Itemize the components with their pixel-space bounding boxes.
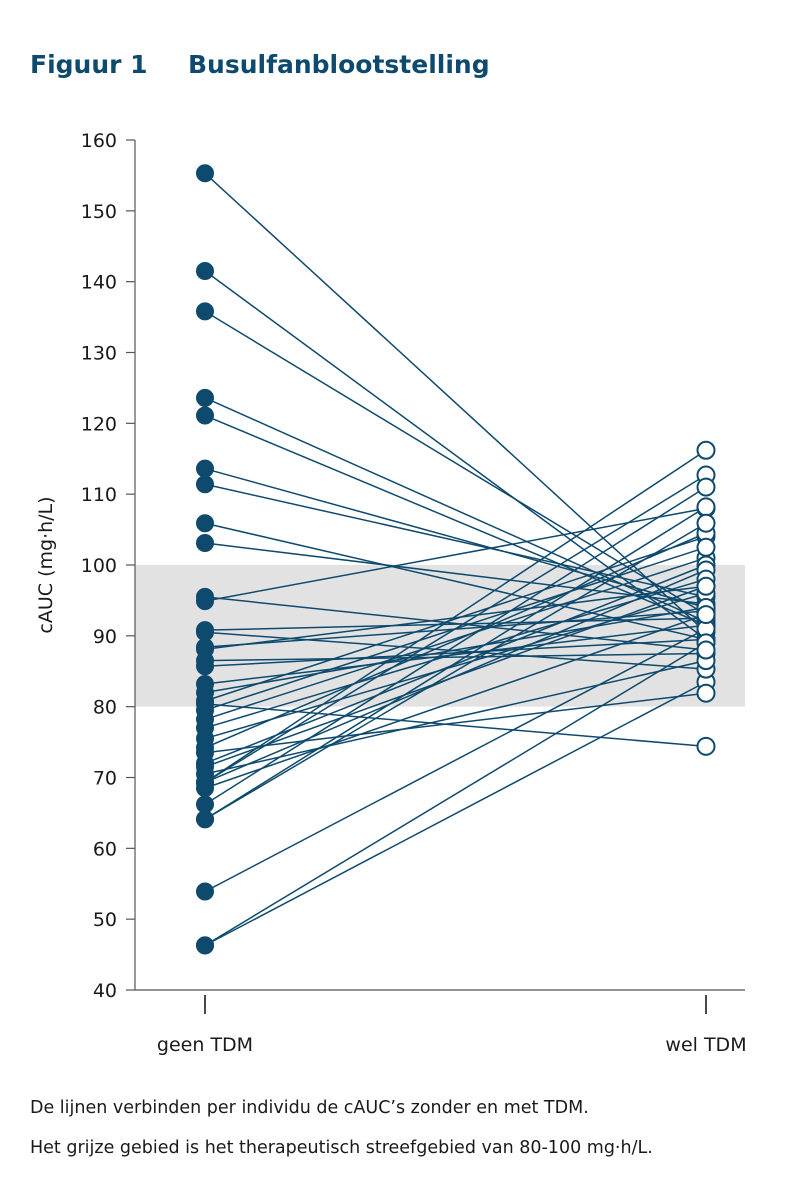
point-geen-tdm xyxy=(196,683,214,702)
point-wel-tdm xyxy=(696,477,716,497)
point-wel-tdm xyxy=(696,537,716,557)
point-wel-tdm xyxy=(696,576,716,596)
y-tick-label: 150 xyxy=(81,201,117,223)
point-geen-tdm xyxy=(196,882,214,901)
point-geen-tdm xyxy=(196,514,214,533)
connector-line xyxy=(204,507,707,602)
point-wel-tdm xyxy=(696,440,716,460)
lines-layer xyxy=(204,172,707,947)
connector-line xyxy=(204,703,707,748)
y-tick-label: 160 xyxy=(81,130,117,152)
point-wel-tdm xyxy=(696,640,716,660)
connector-line xyxy=(204,535,707,702)
point-wel-tdm xyxy=(696,605,716,625)
y-tick-label: 60 xyxy=(93,838,117,860)
point-geen-tdm xyxy=(196,534,214,553)
caption-line-1: De lijnen verbinden per individu de cAUC… xyxy=(30,1098,589,1118)
connector-line xyxy=(204,692,707,754)
points-layer xyxy=(196,164,716,955)
connector-line xyxy=(204,546,707,711)
connector-line xyxy=(204,642,707,947)
connector-line xyxy=(204,564,707,765)
connector-line xyxy=(204,659,707,775)
connector-line xyxy=(204,486,707,806)
point-geen-tdm xyxy=(196,164,214,183)
connector-line xyxy=(204,585,707,768)
connector-line xyxy=(204,596,707,651)
connector-line xyxy=(204,592,707,740)
connector-line xyxy=(204,522,707,820)
x-tick-label: wel TDM xyxy=(665,1034,746,1056)
point-geen-tdm xyxy=(196,406,214,425)
point-wel-tdm xyxy=(696,497,716,517)
figure-title: Busulfanblootstelling xyxy=(188,50,490,79)
point-geen-tdm xyxy=(196,459,214,478)
y-tick-label: 90 xyxy=(93,626,117,648)
connector-line xyxy=(204,681,707,947)
caption-line-2: Het grijze gebied is het therapeutisch s… xyxy=(30,1138,653,1158)
point-geen-tdm xyxy=(196,779,214,798)
point-geen-tdm xyxy=(196,757,214,776)
y-tick-label: 40 xyxy=(93,980,117,1002)
x-tick-label: geen TDM xyxy=(157,1034,253,1056)
connector-line xyxy=(204,414,707,626)
connector-line xyxy=(204,613,707,789)
connector-line xyxy=(204,606,707,694)
point-geen-tdm xyxy=(196,701,214,720)
connector-line xyxy=(204,542,707,605)
point-wel-tdm xyxy=(696,683,716,703)
y-tick-label: 130 xyxy=(81,343,117,365)
connector-line xyxy=(204,578,707,729)
figure-label: Figuur 1 xyxy=(30,50,148,79)
y-tick-label: 100 xyxy=(81,555,117,577)
point-geen-tdm xyxy=(196,651,214,670)
connector-line xyxy=(204,652,707,662)
connector-line xyxy=(204,628,707,893)
point-wel-tdm xyxy=(696,513,716,533)
point-wel-tdm xyxy=(696,736,716,756)
y-tick-label: 50 xyxy=(93,909,117,931)
chart: 40 50 60 70 80 90 100 110 120 130 140 150 160 geen TD… xyxy=(35,130,747,1056)
point-geen-tdm xyxy=(196,587,214,606)
point-geen-tdm xyxy=(196,302,214,321)
point-geen-tdm xyxy=(196,388,214,407)
connector-line xyxy=(204,172,707,633)
y-tick-label: 80 xyxy=(93,697,117,719)
connector-line xyxy=(204,449,707,784)
connector-line xyxy=(204,557,707,721)
point-geen-tdm xyxy=(196,810,214,829)
y-axis-title: cAUC (mg·h/L) xyxy=(35,496,57,633)
point-geen-tdm xyxy=(196,718,214,737)
y-tick-label: 70 xyxy=(93,768,117,790)
y-tick-label: 120 xyxy=(81,413,117,435)
point-geen-tdm xyxy=(196,936,214,955)
y-tick-label: 140 xyxy=(81,272,117,294)
connector-line xyxy=(204,532,707,749)
point-geen-tdm xyxy=(196,475,214,494)
point-geen-tdm xyxy=(196,623,214,642)
point-geen-tdm xyxy=(196,262,214,281)
connector-line xyxy=(204,506,707,820)
axes-layer: 40 50 60 70 80 90 100 110 120 130 140 150 160 geen TD… xyxy=(81,130,747,1056)
connector-line xyxy=(204,483,707,598)
y-tick-label: 110 xyxy=(81,484,117,506)
